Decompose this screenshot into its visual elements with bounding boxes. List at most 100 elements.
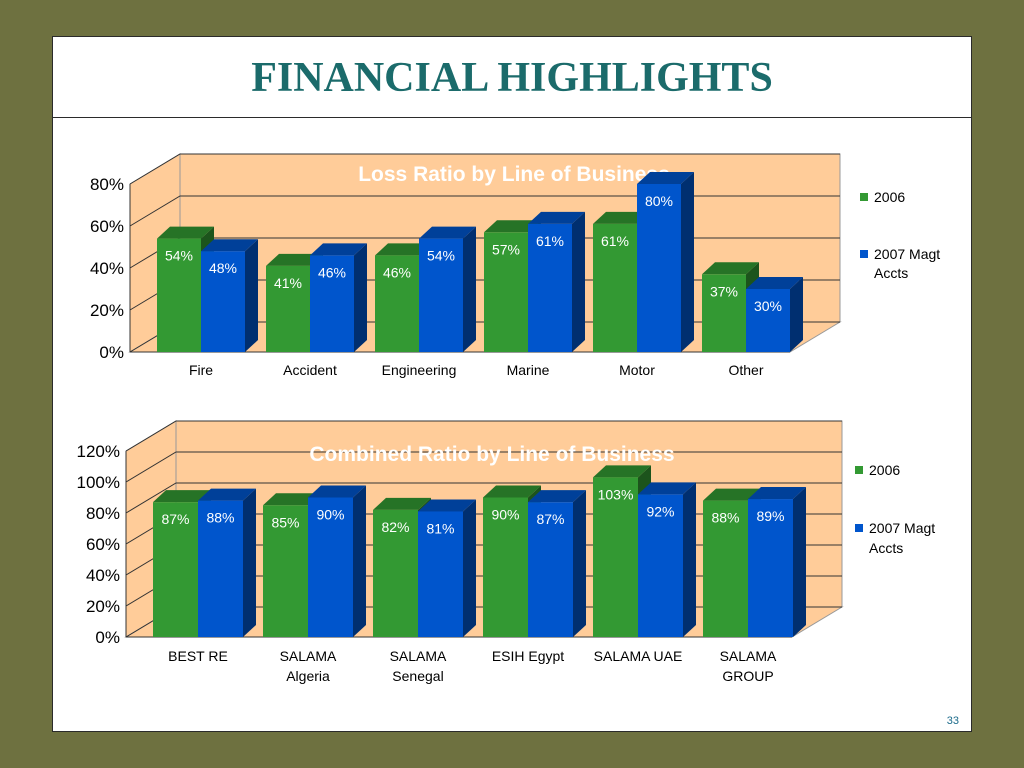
data-label: 61% <box>601 233 629 249</box>
gridline <box>125 451 842 483</box>
y-tick-label: 80% <box>90 175 124 194</box>
data-label: 48% <box>209 260 237 276</box>
bar-top <box>702 262 759 275</box>
bar-top <box>153 490 211 503</box>
data-label: 85% <box>271 514 299 530</box>
legend-label-cont: Accts <box>869 540 903 556</box>
category-label: SALAMA <box>390 648 447 664</box>
legend-label: 2007 Magt <box>869 520 935 536</box>
data-label: 103% <box>598 486 634 502</box>
bar-2007-3 <box>528 223 572 352</box>
bar-2007-1 <box>308 497 353 637</box>
gridline <box>129 153 840 185</box>
y-tick-label: 120% <box>77 442 120 461</box>
legend-swatch <box>855 466 863 474</box>
y-tick-label: 20% <box>90 301 124 320</box>
bar-top <box>201 239 258 252</box>
y-tick-label: 60% <box>90 217 124 236</box>
y-tick-label: 60% <box>86 535 120 554</box>
data-label: 57% <box>492 241 520 257</box>
bar-top <box>748 487 806 500</box>
bar-top <box>198 488 256 501</box>
bar-top <box>266 253 323 266</box>
gridline <box>125 420 842 452</box>
bar-2006-0 <box>157 238 201 352</box>
bar-2007-2 <box>419 238 463 352</box>
bar-side <box>463 499 476 637</box>
data-label: 46% <box>383 264 411 280</box>
bar-2006-1 <box>266 265 310 352</box>
data-label: 92% <box>646 503 674 519</box>
bar-2007-0 <box>198 500 243 637</box>
y-tick-label: 0% <box>99 343 124 362</box>
bar-2007-4 <box>638 494 683 637</box>
bar-top <box>593 465 651 478</box>
data-label: 90% <box>491 507 519 523</box>
category-label: GROUP <box>722 668 773 684</box>
bar-top <box>418 499 476 512</box>
data-label: 89% <box>756 508 784 524</box>
legend-swatch <box>860 193 868 201</box>
bar-2006-5 <box>703 500 748 637</box>
data-label: 46% <box>318 264 346 280</box>
y-tick-label: 40% <box>90 259 124 278</box>
bar-side <box>353 485 366 637</box>
bar-2007-1 <box>310 255 354 352</box>
bar-2006-3 <box>484 232 528 352</box>
bar-side <box>463 226 476 352</box>
data-label: 87% <box>161 511 189 527</box>
bar-2006-0 <box>153 502 198 637</box>
data-label: 80% <box>645 193 673 209</box>
bar-top <box>419 226 476 239</box>
bar-2007-0 <box>201 251 245 352</box>
bar-top <box>746 277 803 289</box>
data-label: 82% <box>381 519 409 535</box>
bar-side <box>572 211 585 352</box>
category-label: SALAMA <box>280 648 337 664</box>
bar-2006-5 <box>702 274 746 352</box>
data-label: 54% <box>427 248 455 264</box>
category-label: Motor <box>619 362 655 378</box>
bar-2006-3 <box>483 497 528 637</box>
bar-top <box>157 226 214 239</box>
bar-top <box>528 211 585 224</box>
bar-side <box>573 490 586 637</box>
bar-top <box>373 497 431 510</box>
bar-side <box>354 243 367 352</box>
bar-top <box>528 490 586 503</box>
bar-2007-2 <box>418 511 463 637</box>
bar-top <box>593 211 650 224</box>
bar-2007-5 <box>746 289 790 352</box>
bar-top <box>263 493 321 506</box>
legend-label-cont: Accts <box>874 265 908 281</box>
bar-top <box>483 485 541 498</box>
data-label: 41% <box>274 275 302 291</box>
category-label: Senegal <box>392 668 443 684</box>
bar-side <box>790 277 803 352</box>
legend-label: 2006 <box>874 189 905 205</box>
category-label: Other <box>728 362 763 378</box>
data-label: 88% <box>711 510 739 526</box>
bar-side <box>243 488 256 637</box>
bar-2006-2 <box>373 509 418 637</box>
y-tick-label: 0% <box>95 628 120 647</box>
y-tick-label: 40% <box>86 566 120 585</box>
data-label: 90% <box>316 507 344 523</box>
gridline <box>129 195 840 227</box>
category-label: Engineering <box>382 362 457 378</box>
bar-top <box>375 243 432 256</box>
bar-top <box>638 482 696 495</box>
data-label: 81% <box>426 520 454 536</box>
bar-top <box>703 488 761 501</box>
bar-top <box>637 172 694 184</box>
bar-side <box>793 487 806 637</box>
legend-label: 2007 Magt <box>874 246 940 262</box>
category-label: Marine <box>507 362 550 378</box>
data-label: 54% <box>165 248 193 264</box>
data-label: 88% <box>206 510 234 526</box>
title-divider <box>53 117 971 118</box>
category-label: Accident <box>283 362 337 378</box>
slide-title: FINANCIAL HIGHLIGHTS <box>251 55 773 101</box>
chart-title: Loss Ratio by Line of Business <box>358 163 670 186</box>
